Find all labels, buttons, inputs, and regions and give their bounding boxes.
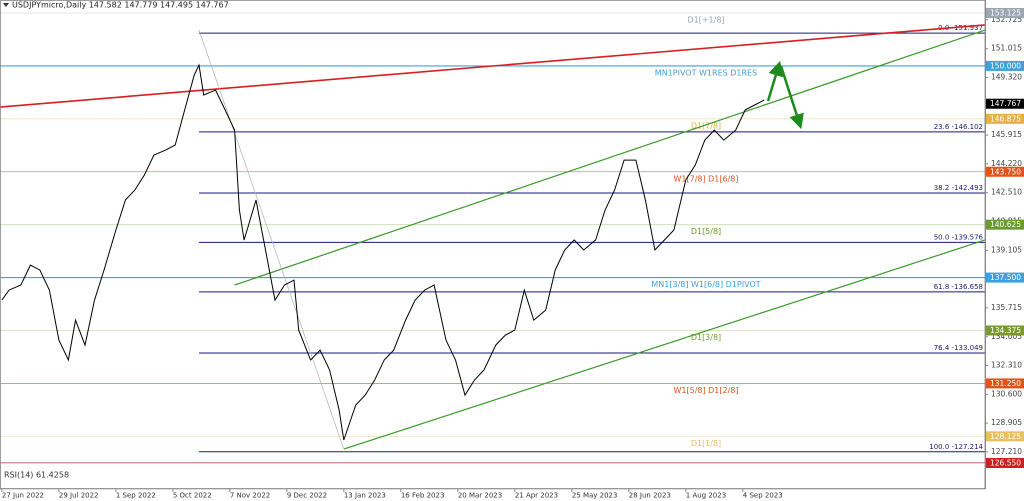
level-text: D1[1/8] [691,439,721,448]
level-badge [986,272,1024,283]
level-badge-label: 146.875 [990,114,1021,123]
rsi-pane [0,462,986,490]
level-text: D1[+1/8] [687,16,724,25]
x-tick-label: 13 Jan 2023 [344,492,386,500]
level-badge-label: 131.250 [990,379,1021,388]
y-tick-label: 144.220 [991,159,1022,168]
level-badge [986,8,1024,19]
last-price-badge [986,98,1024,109]
fib-label: 76.4 -133.049 [934,344,983,352]
price-line [1,63,765,441]
x-tick-label: 7 Nov 2022 [230,492,270,500]
x-tick-label: 29 Jul 2022 [59,492,99,500]
level-badge-label: 140.625 [990,220,1021,229]
x-tick-label: 9 Dec 2022 [287,492,327,500]
x-tick-label: 16 Feb 2023 [401,492,445,500]
x-tick-label: 1 Aug 2023 [686,492,726,500]
level-badge [986,378,1024,389]
level-badge [986,166,1024,177]
level-text: W1[7/8] D1[6/8] [673,174,738,183]
level-badge-label: 150.000 [990,61,1021,70]
y-tick-label: 151.015 [991,44,1022,53]
level-badge-label: 126.550 [990,459,1021,468]
header: USDJPYmicro,Daily 147.582 147.779 147.49… [12,1,229,10]
y-tick-label: 149.320 [991,72,1022,81]
level-badge [986,325,1024,336]
fib-label: 38.2 -142.493 [934,184,983,192]
x-tick-label: 4 Sep 2023 [743,492,783,500]
level-badge-label: 143.750 [990,167,1021,176]
level-text: D1[5/8] [691,227,721,236]
fib-label: 50.0 -139.576 [934,233,984,241]
level-badge [986,219,1024,230]
y-tick-label: 130.600 [991,389,1022,398]
level-text: W1[5/8] D1[2/8] [673,386,738,395]
y-tick-label: 152.725 [991,15,1022,24]
fib-label: 23.6 -146.102 [934,123,983,131]
arrow-down [779,65,804,130]
trendline [234,29,986,286]
x-tick-label: 28 Jun 2023 [629,492,671,500]
level-text: MN1PIVOT W1RES D1RES [655,68,757,77]
y-tick-label: 132.310 [991,360,1022,369]
menu-icon [3,3,9,7]
y-tick-label: 145.915 [991,130,1022,139]
x-tick-label: 25 May 2023 [572,492,618,500]
x-tick-label: 21 Apr 2023 [515,492,558,500]
level-badge [986,431,1024,442]
trendline [0,24,986,108]
x-tick-label: 5 Oct 2022 [173,492,212,500]
x-tick-label: 1 Sep 2022 [116,492,156,500]
arrow-up [766,60,784,102]
level-badge [986,113,1024,124]
fib-label: 100.0 -127.214 [929,443,983,451]
trendline [343,239,986,450]
price-axis [985,0,1024,501]
last-price-badge-label: 147.767 [990,99,1021,108]
trendline [198,29,345,450]
y-tick-label: 142.510 [991,188,1022,197]
y-tick-label: 128.905 [991,418,1022,427]
level-badge-label: 134.375 [990,326,1021,335]
level-badge-label: 137.500 [990,273,1021,282]
level-text: D1[3/8] [691,333,721,342]
x-tick-label: 27 Jun 2022 [2,492,44,500]
level-badge [986,458,1024,468]
y-tick-label: 135.715 [991,303,1022,312]
level-text: MN1[3/8] W1[6/8] D1PIVOT [651,280,760,289]
fib-label: 61.8 -136.658 [934,283,983,291]
y-tick-label: 139.105 [991,245,1022,254]
level-badge [986,60,1024,71]
y-tick-label: 127.210 [991,447,1022,456]
level-badge-label: 128.125 [990,432,1021,441]
rsi-label: RSI(14) 61.4258 [4,471,69,480]
level-badge-label: 153.125 [990,9,1021,18]
fib-label: 0.0 -151.937 [938,24,983,32]
level-text: D1[7/8] [691,121,721,130]
x-tick-label: 20 Mar 2023 [458,492,502,500]
y-tick-label: 134.005 [991,332,1022,341]
